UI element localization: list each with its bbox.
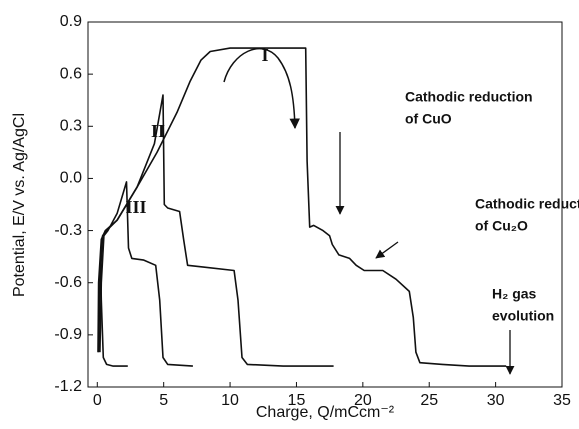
y-tick-label: 0.9: [60, 13, 82, 30]
y-tick-label: -0.9: [54, 326, 82, 343]
annotation: Cathodic reduction: [405, 89, 533, 105]
series-label: II: [151, 121, 165, 141]
annotation: Cathodic reduction: [475, 196, 579, 212]
line: [99, 181, 193, 367]
y-axis-label: Potential, E/V vs. Ag/AgCl: [11, 113, 28, 297]
y-tick-label: -1.2: [54, 378, 82, 395]
annotation: of CuO: [405, 111, 452, 127]
y-tick-label: 0.6: [60, 65, 82, 82]
series-label: III: [125, 197, 146, 217]
annotation: evolution: [492, 308, 554, 324]
x-tick-label: 30: [487, 392, 505, 409]
x-tick-label: 35: [553, 392, 571, 409]
y-tick-label: 0.0: [60, 170, 82, 187]
annotation: of Cu₂O: [475, 218, 528, 234]
x-tick-label: 5: [159, 392, 168, 409]
x-tick-label: 0: [93, 392, 102, 409]
annotation: H₂ gas: [492, 286, 537, 302]
line: [99, 265, 128, 367]
x-tick-label: 20: [354, 392, 372, 409]
line: [97, 94, 334, 367]
x-tick-label: 10: [221, 392, 239, 409]
x-axis-label: Charge, Q/mCcm⁻²: [256, 404, 395, 421]
arrow: [223, 47, 300, 130]
y-tick-label: -0.6: [54, 274, 82, 291]
x-tick-label: 25: [420, 392, 438, 409]
line: [97, 47, 507, 367]
y-tick-label: -0.3: [54, 222, 82, 239]
plot-frame: [87, 21, 563, 388]
x-tick-label: 15: [288, 392, 306, 409]
series-label: I: [261, 45, 268, 65]
arrow: [375, 241, 399, 259]
y-tick-label: 0.3: [60, 118, 82, 135]
